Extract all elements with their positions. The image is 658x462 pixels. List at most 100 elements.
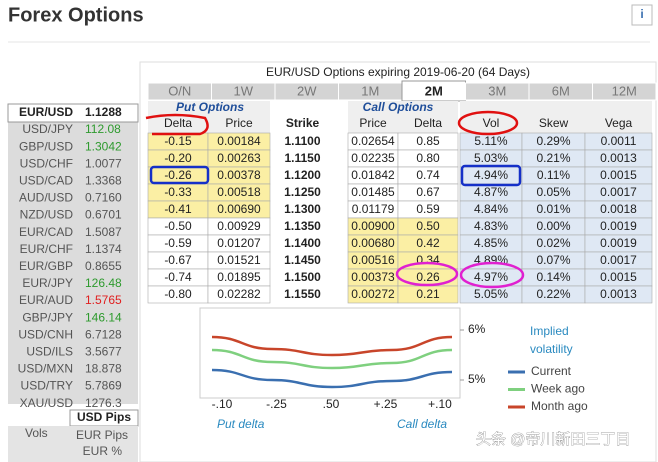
cell-value: 0.14% bbox=[536, 270, 570, 284]
cell-value: 0.02282 bbox=[217, 287, 261, 301]
cell-value: 0.85 bbox=[416, 134, 440, 148]
annotation-red bbox=[457, 110, 519, 136]
pair-rate: 0.6701 bbox=[85, 208, 122, 222]
cell-value: 5.03% bbox=[474, 151, 508, 165]
cell-value: 1.1400 bbox=[284, 236, 321, 250]
legend-label: Month ago bbox=[531, 399, 588, 413]
x-right-label: Call delta bbox=[397, 417, 447, 431]
tab-label[interactable]: 6M bbox=[552, 83, 570, 98]
cell-value: 1.1250 bbox=[284, 185, 321, 199]
cell-value: 1.1500 bbox=[284, 270, 321, 284]
pair-name: USD/CHF bbox=[20, 156, 73, 170]
cell-value: 1.1200 bbox=[284, 168, 321, 182]
pair-name: GBP/USD bbox=[19, 139, 73, 153]
cell-value: 0.07% bbox=[536, 253, 570, 267]
x-tick-label: .50 bbox=[323, 397, 340, 411]
cell-value: 0.74 bbox=[416, 168, 440, 182]
cell-value: 0.01% bbox=[536, 202, 570, 216]
cell-value: -0.33 bbox=[164, 185, 192, 199]
cell-value: 0.21 bbox=[416, 287, 440, 301]
cell-value: 0.05% bbox=[536, 185, 570, 199]
pair-rate: 3.5677 bbox=[85, 344, 122, 358]
pair-rate: 1276.3 bbox=[85, 396, 122, 410]
info-button[interactable] bbox=[631, 4, 653, 26]
y-tick-label: 5% bbox=[468, 372, 486, 386]
pair-rate: 1.5765 bbox=[85, 293, 122, 307]
cell-value: 0.01179 bbox=[352, 202, 395, 216]
cell-value: 0.00% bbox=[536, 219, 570, 233]
pair-rate: 18.878 bbox=[85, 362, 122, 376]
units-bg bbox=[8, 426, 138, 462]
cell bbox=[584, 285, 653, 304]
cell-value: 0.0019 bbox=[600, 219, 637, 233]
cell-value: 0.0011 bbox=[601, 134, 637, 148]
tab-label[interactable]: 2M bbox=[425, 83, 443, 98]
cell-value: 0.21% bbox=[536, 151, 570, 165]
cell-value: 1.1450 bbox=[284, 253, 321, 267]
cell-value: 0.00929 bbox=[217, 219, 261, 233]
cell-value: 1.1150 bbox=[284, 151, 320, 165]
tab-label[interactable]: 1W bbox=[234, 83, 254, 98]
tab[interactable] bbox=[592, 82, 657, 101]
tab-label[interactable]: 12M bbox=[612, 83, 637, 98]
pair-name: USD/CNH bbox=[18, 327, 73, 341]
rates-bg bbox=[8, 104, 138, 404]
put-label: Put Options bbox=[176, 100, 244, 114]
x-tick-label: -.10 bbox=[212, 397, 233, 411]
cell-value: 0.0013 bbox=[600, 151, 637, 165]
cell-value: 0.0019 bbox=[600, 236, 637, 250]
cell-value: 1.1300 bbox=[284, 202, 321, 216]
pair-rate: 0.8655 bbox=[85, 259, 122, 273]
cell-value: 1.1350 bbox=[284, 219, 321, 233]
annotation-blue bbox=[149, 165, 210, 185]
options-title: EUR/USD Options expiring 2019-06-20 (64 … bbox=[266, 65, 530, 79]
annotation-blue bbox=[460, 164, 522, 187]
column-header: Vol bbox=[483, 116, 500, 130]
tab-label[interactable]: 1M bbox=[361, 83, 379, 98]
cell-value: 0.0013 bbox=[600, 287, 637, 301]
tab-label[interactable]: 2W bbox=[297, 83, 317, 98]
pair-rate: 1.3368 bbox=[85, 173, 122, 187]
cell-value: 0.01895 bbox=[217, 270, 261, 284]
cell-value: 0.00518 bbox=[217, 185, 261, 199]
y-tick-label: 6% bbox=[468, 322, 486, 336]
cell-value: 0.02654 bbox=[351, 134, 395, 148]
cell-value: 0.01842 bbox=[351, 168, 395, 182]
legend-label: Week ago bbox=[531, 382, 585, 396]
pair-name: NZD/USD bbox=[20, 208, 74, 222]
pair-name: EUR/JPY bbox=[22, 276, 73, 290]
cell-value: 0.34 bbox=[416, 253, 440, 267]
cell-value: 0.26 bbox=[416, 270, 440, 284]
cell-value: 4.97% bbox=[474, 270, 508, 284]
cell-value: 4.94% bbox=[474, 168, 508, 182]
cell-value: 0.22% bbox=[536, 287, 570, 301]
tab-label[interactable]: O/N bbox=[168, 83, 191, 98]
tab-label[interactable]: 3M bbox=[488, 83, 506, 98]
pair-name: USD/MXN bbox=[18, 362, 73, 376]
pair-rate: 6.7128 bbox=[85, 327, 122, 341]
column-header: Price bbox=[225, 116, 253, 130]
x-tick-label: +.10 bbox=[428, 397, 452, 411]
cell-value: 0.0017 bbox=[600, 185, 637, 199]
cell-value: 0.00272 bbox=[351, 287, 395, 301]
pair-name: USD/ILS bbox=[26, 344, 73, 358]
pair-name: USD/CAD bbox=[19, 173, 73, 187]
watermark: 头条 @帝川新田三丁目 bbox=[476, 431, 630, 448]
cell-value: 0.00263 bbox=[217, 151, 261, 165]
cell-value: 0.29% bbox=[536, 134, 570, 148]
cell-value: -0.50 bbox=[164, 219, 192, 233]
smile-frame bbox=[199, 307, 461, 399]
cell-value: 0.00680 bbox=[351, 236, 395, 250]
pair-name: EUR/AUD bbox=[19, 293, 73, 307]
cell-value: 1.1550 bbox=[284, 287, 321, 301]
page-title: Forex Options bbox=[8, 4, 144, 26]
smile-line bbox=[211, 348, 453, 370]
cell-value: 0.01207 bbox=[217, 236, 261, 250]
column-header: Skew bbox=[539, 116, 569, 130]
pair-rate: 0.7160 bbox=[85, 191, 122, 205]
pair-rate: 146.14 bbox=[85, 310, 122, 324]
cell-value: 0.0017 bbox=[600, 253, 637, 267]
info-icon[interactable]: i bbox=[640, 7, 643, 21]
smile-line bbox=[211, 368, 453, 389]
